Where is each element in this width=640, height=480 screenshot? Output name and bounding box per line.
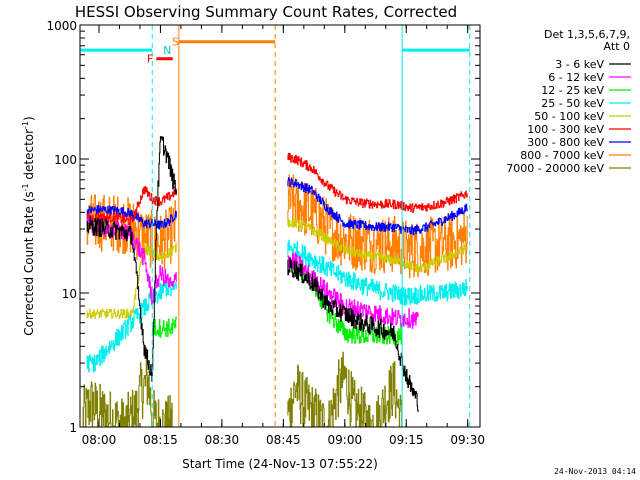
y-tick-label: 10 (62, 287, 77, 301)
x-tick-label: 08:45 (266, 433, 301, 447)
series-line-7000-20000-kev (287, 351, 403, 428)
legend-label: 300 - 800 keV (527, 136, 604, 149)
series-7000-20000-kev (82, 351, 403, 428)
flag-marker-s: S (172, 36, 179, 49)
y-axis-label-mid: detector (22, 129, 36, 184)
legend-label: 7000 - 20000 keV (506, 162, 604, 175)
legend-label: 50 - 100 keV (534, 110, 604, 123)
series-3-6-kev (86, 136, 419, 413)
flag-marker-n: N (163, 44, 171, 57)
x-tick-label: 08:15 (143, 433, 178, 447)
legend-entry-25-50-kev: 25 - 50 keV (541, 97, 631, 110)
x-tick-label: 09:30 (450, 433, 485, 447)
legend-header-detectors: Det 1,3,5,6,7,9, (544, 28, 630, 41)
x-tick-label: 09:15 (389, 433, 424, 447)
y-tick-label: 1000 (46, 19, 77, 33)
series-layer (82, 136, 468, 428)
y-axis-label-sup2: -1 (21, 121, 30, 129)
legend-label: 100 - 300 keV (527, 123, 604, 136)
series-line-7000-20000-kev (82, 358, 173, 428)
series-line-3-6-kev (287, 257, 419, 413)
plot-area: SNF (79, 24, 481, 428)
legend-label: 800 - 7000 keV (520, 149, 604, 162)
y-axis-label-main: Corrected Count Rate (s (22, 191, 36, 335)
tick-layer: 08:00 08:15 08:30 08:45 09:00 09:15 09:30 1 10 10… (46, 19, 485, 447)
y-axis-label-sup1: -1 (21, 183, 30, 191)
y-tick-label: 100 (54, 153, 77, 167)
series-25-50-kev (86, 239, 468, 373)
series-line-50-100-kev (287, 218, 468, 274)
legend-label: 3 - 6 keV (555, 58, 604, 71)
legend-label: 25 - 50 keV (541, 97, 604, 110)
legend-entry-6-12-kev: 6 - 12 keV (548, 71, 631, 84)
legend-header-attenuator: Att 0 (604, 40, 630, 53)
legend-entry-300-800-kev: 300 - 800 keV (527, 136, 631, 149)
series-line-25-50-kev (86, 278, 177, 373)
legend-entry-800-7000-kev: 800 - 7000 keV (520, 149, 631, 162)
series-line-25-50-kev (287, 239, 468, 306)
x-tick-label: 08:30 (205, 433, 240, 447)
series-line-12-25-kev (152, 316, 177, 338)
series-line-50-100-kev (86, 242, 177, 319)
series-100-300-kev (86, 152, 468, 226)
legend-entry-100-300-kev: 100 - 300 keV (527, 123, 631, 136)
legend-label: 6 - 12 keV (548, 71, 604, 84)
x-axis-label: Start Time (24-Nov-13 07:55:22) (182, 457, 378, 471)
timestamp-footer: 24-Nov-2013 04:14 (554, 467, 636, 476)
series-line-300-800-kev (287, 177, 468, 236)
x-tick-label: 08:00 (82, 433, 117, 447)
y-axis-label: Corrected Count Rate (s-1 detector-1) (21, 116, 36, 335)
chart-title: HESSI Observing Summary Count Rates, Cor… (75, 3, 457, 21)
legend-entry-7000-20000-kev: 7000 - 20000 keV (506, 162, 631, 175)
y-axis-label-end: ) (22, 116, 36, 121)
series-line-300-800-kev (86, 204, 177, 230)
flag-marker-f: F (147, 53, 153, 66)
series-50-100-kev (86, 218, 468, 319)
legend-entry-50-100-kev: 50 - 100 keV (534, 110, 631, 123)
y-tick-label: 1 (69, 421, 77, 435)
overlay-layer: SNF (80, 25, 471, 427)
legend-label: 12 - 25 keV (541, 84, 604, 97)
plot-frame (79, 24, 481, 428)
series-line-100-300-kev (287, 152, 468, 214)
legend-entry-3-6-kev: 3 - 6 keV (555, 58, 631, 71)
x-tick-label: 09:00 (328, 433, 363, 447)
legend-entry-12-25-kev: 12 - 25 keV (541, 84, 631, 97)
series-line-3-6-kev (86, 136, 177, 382)
series-300-800-kev (86, 177, 468, 236)
